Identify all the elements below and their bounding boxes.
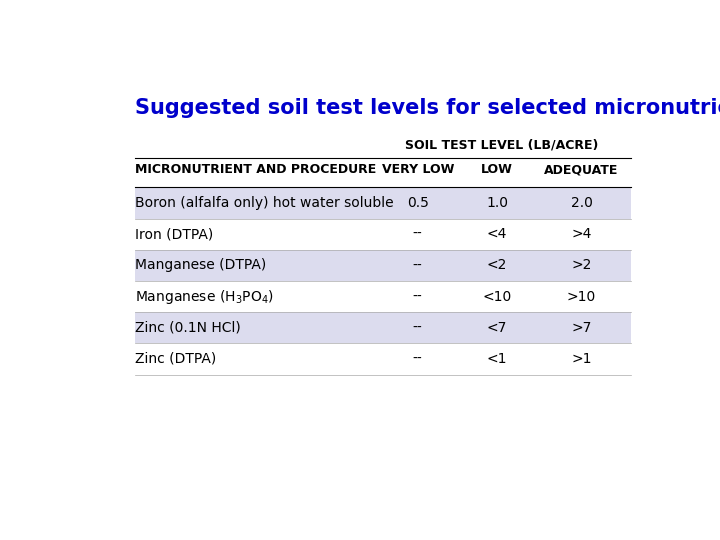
- Text: MICRONUTRIENT AND PROCEDURE: MICRONUTRIENT AND PROCEDURE: [135, 163, 376, 176]
- Text: <4: <4: [487, 227, 508, 241]
- Bar: [135, 250, 631, 281]
- Text: --: --: [413, 352, 423, 366]
- Text: >2: >2: [572, 259, 592, 272]
- Text: 1.0: 1.0: [486, 196, 508, 210]
- Text: <7: <7: [487, 321, 508, 335]
- Text: Suggested soil test levels for selected micronutrients in IL: Suggested soil test levels for selected …: [135, 98, 720, 118]
- Text: >4: >4: [572, 227, 592, 241]
- Text: 2.0: 2.0: [571, 196, 593, 210]
- Text: --: --: [413, 259, 423, 272]
- Text: Zinc (DTPA): Zinc (DTPA): [135, 352, 216, 366]
- Text: SOIL TEST LEVEL (LB/ACRE): SOIL TEST LEVEL (LB/ACRE): [405, 138, 599, 151]
- Text: <2: <2: [487, 259, 508, 272]
- Text: --: --: [413, 289, 423, 303]
- Text: Boron (alfalfa only) hot water soluble: Boron (alfalfa only) hot water soluble: [135, 196, 393, 210]
- Text: Manganese ($\mathregular{H_3PO_4}$): Manganese ($\mathregular{H_3PO_4}$): [135, 288, 274, 306]
- Text: LOW: LOW: [481, 163, 513, 176]
- Text: --: --: [413, 227, 423, 241]
- Text: ADEQUATE: ADEQUATE: [544, 163, 618, 176]
- Text: Iron (DTPA): Iron (DTPA): [135, 227, 213, 241]
- Bar: [135, 187, 631, 219]
- Text: VERY LOW: VERY LOW: [382, 163, 454, 176]
- Text: >1: >1: [572, 352, 592, 366]
- Text: >7: >7: [572, 321, 592, 335]
- Text: 0.5: 0.5: [407, 196, 428, 210]
- Text: >10: >10: [567, 289, 596, 303]
- Text: --: --: [413, 321, 423, 335]
- Bar: [135, 312, 631, 343]
- Text: Zinc (0.1N HCl): Zinc (0.1N HCl): [135, 321, 240, 335]
- Text: <10: <10: [482, 289, 512, 303]
- Text: Manganese (DTPA): Manganese (DTPA): [135, 259, 266, 272]
- Text: <1: <1: [487, 352, 508, 366]
